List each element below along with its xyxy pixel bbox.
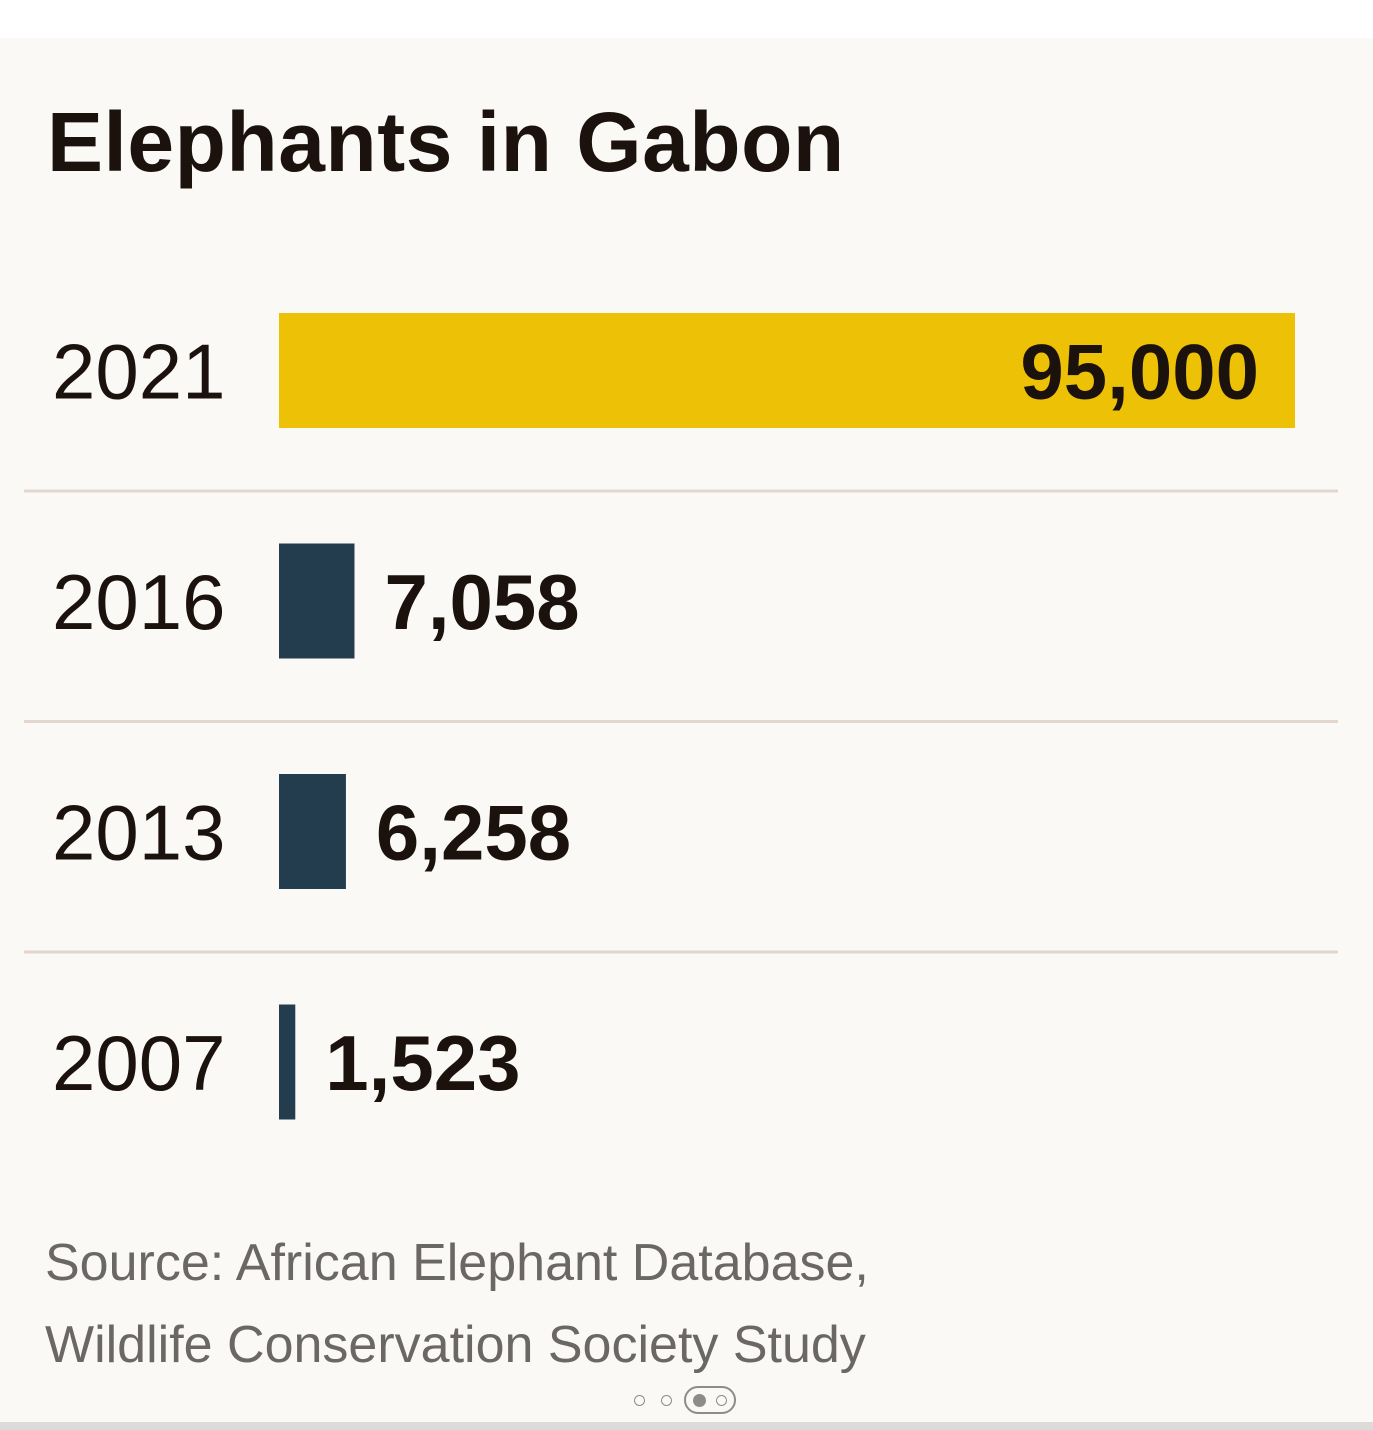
page-dot-3-active[interactable] [693, 1393, 706, 1407]
value-label-2013: 6,258 [376, 789, 571, 877]
value-label-2016: 7,058 [384, 558, 579, 646]
page-dot-1[interactable] [634, 1394, 645, 1406]
pagination-dots[interactable] [626, 1385, 736, 1415]
source-line-2: Wildlife Conservation Society Study [45, 1316, 866, 1374]
bottom-divider [0, 1422, 1373, 1430]
value-label-2021: 95,000 [1020, 328, 1259, 416]
chart-card [0, 38, 1373, 1422]
bar-2021 [279, 313, 1295, 428]
source-line-1: Source: African Elephant Database, [45, 1234, 869, 1292]
category-label-2013: 2013 [52, 789, 226, 877]
page-dot-current-group[interactable] [684, 1386, 736, 1414]
bar-2013 [279, 774, 346, 889]
category-label-2007: 2007 [52, 1019, 226, 1107]
bar-2007 [279, 1004, 296, 1120]
bar-chart: 2021 95,000 2016 7,058 2013 6,258 2007 1,523 [24, 313, 1338, 1120]
category-label-2021: 2021 [52, 328, 226, 416]
bar-2016 [279, 543, 355, 659]
page-dot-2[interactable] [661, 1394, 672, 1406]
chart-title: Elephants in Gabon [47, 95, 845, 189]
value-label-2007: 1,523 [325, 1019, 520, 1107]
page-dot-4[interactable] [716, 1394, 727, 1406]
category-label-2016: 2016 [52, 558, 226, 646]
source-note: Source: African Elephant Database, Wildl… [45, 1222, 1045, 1386]
